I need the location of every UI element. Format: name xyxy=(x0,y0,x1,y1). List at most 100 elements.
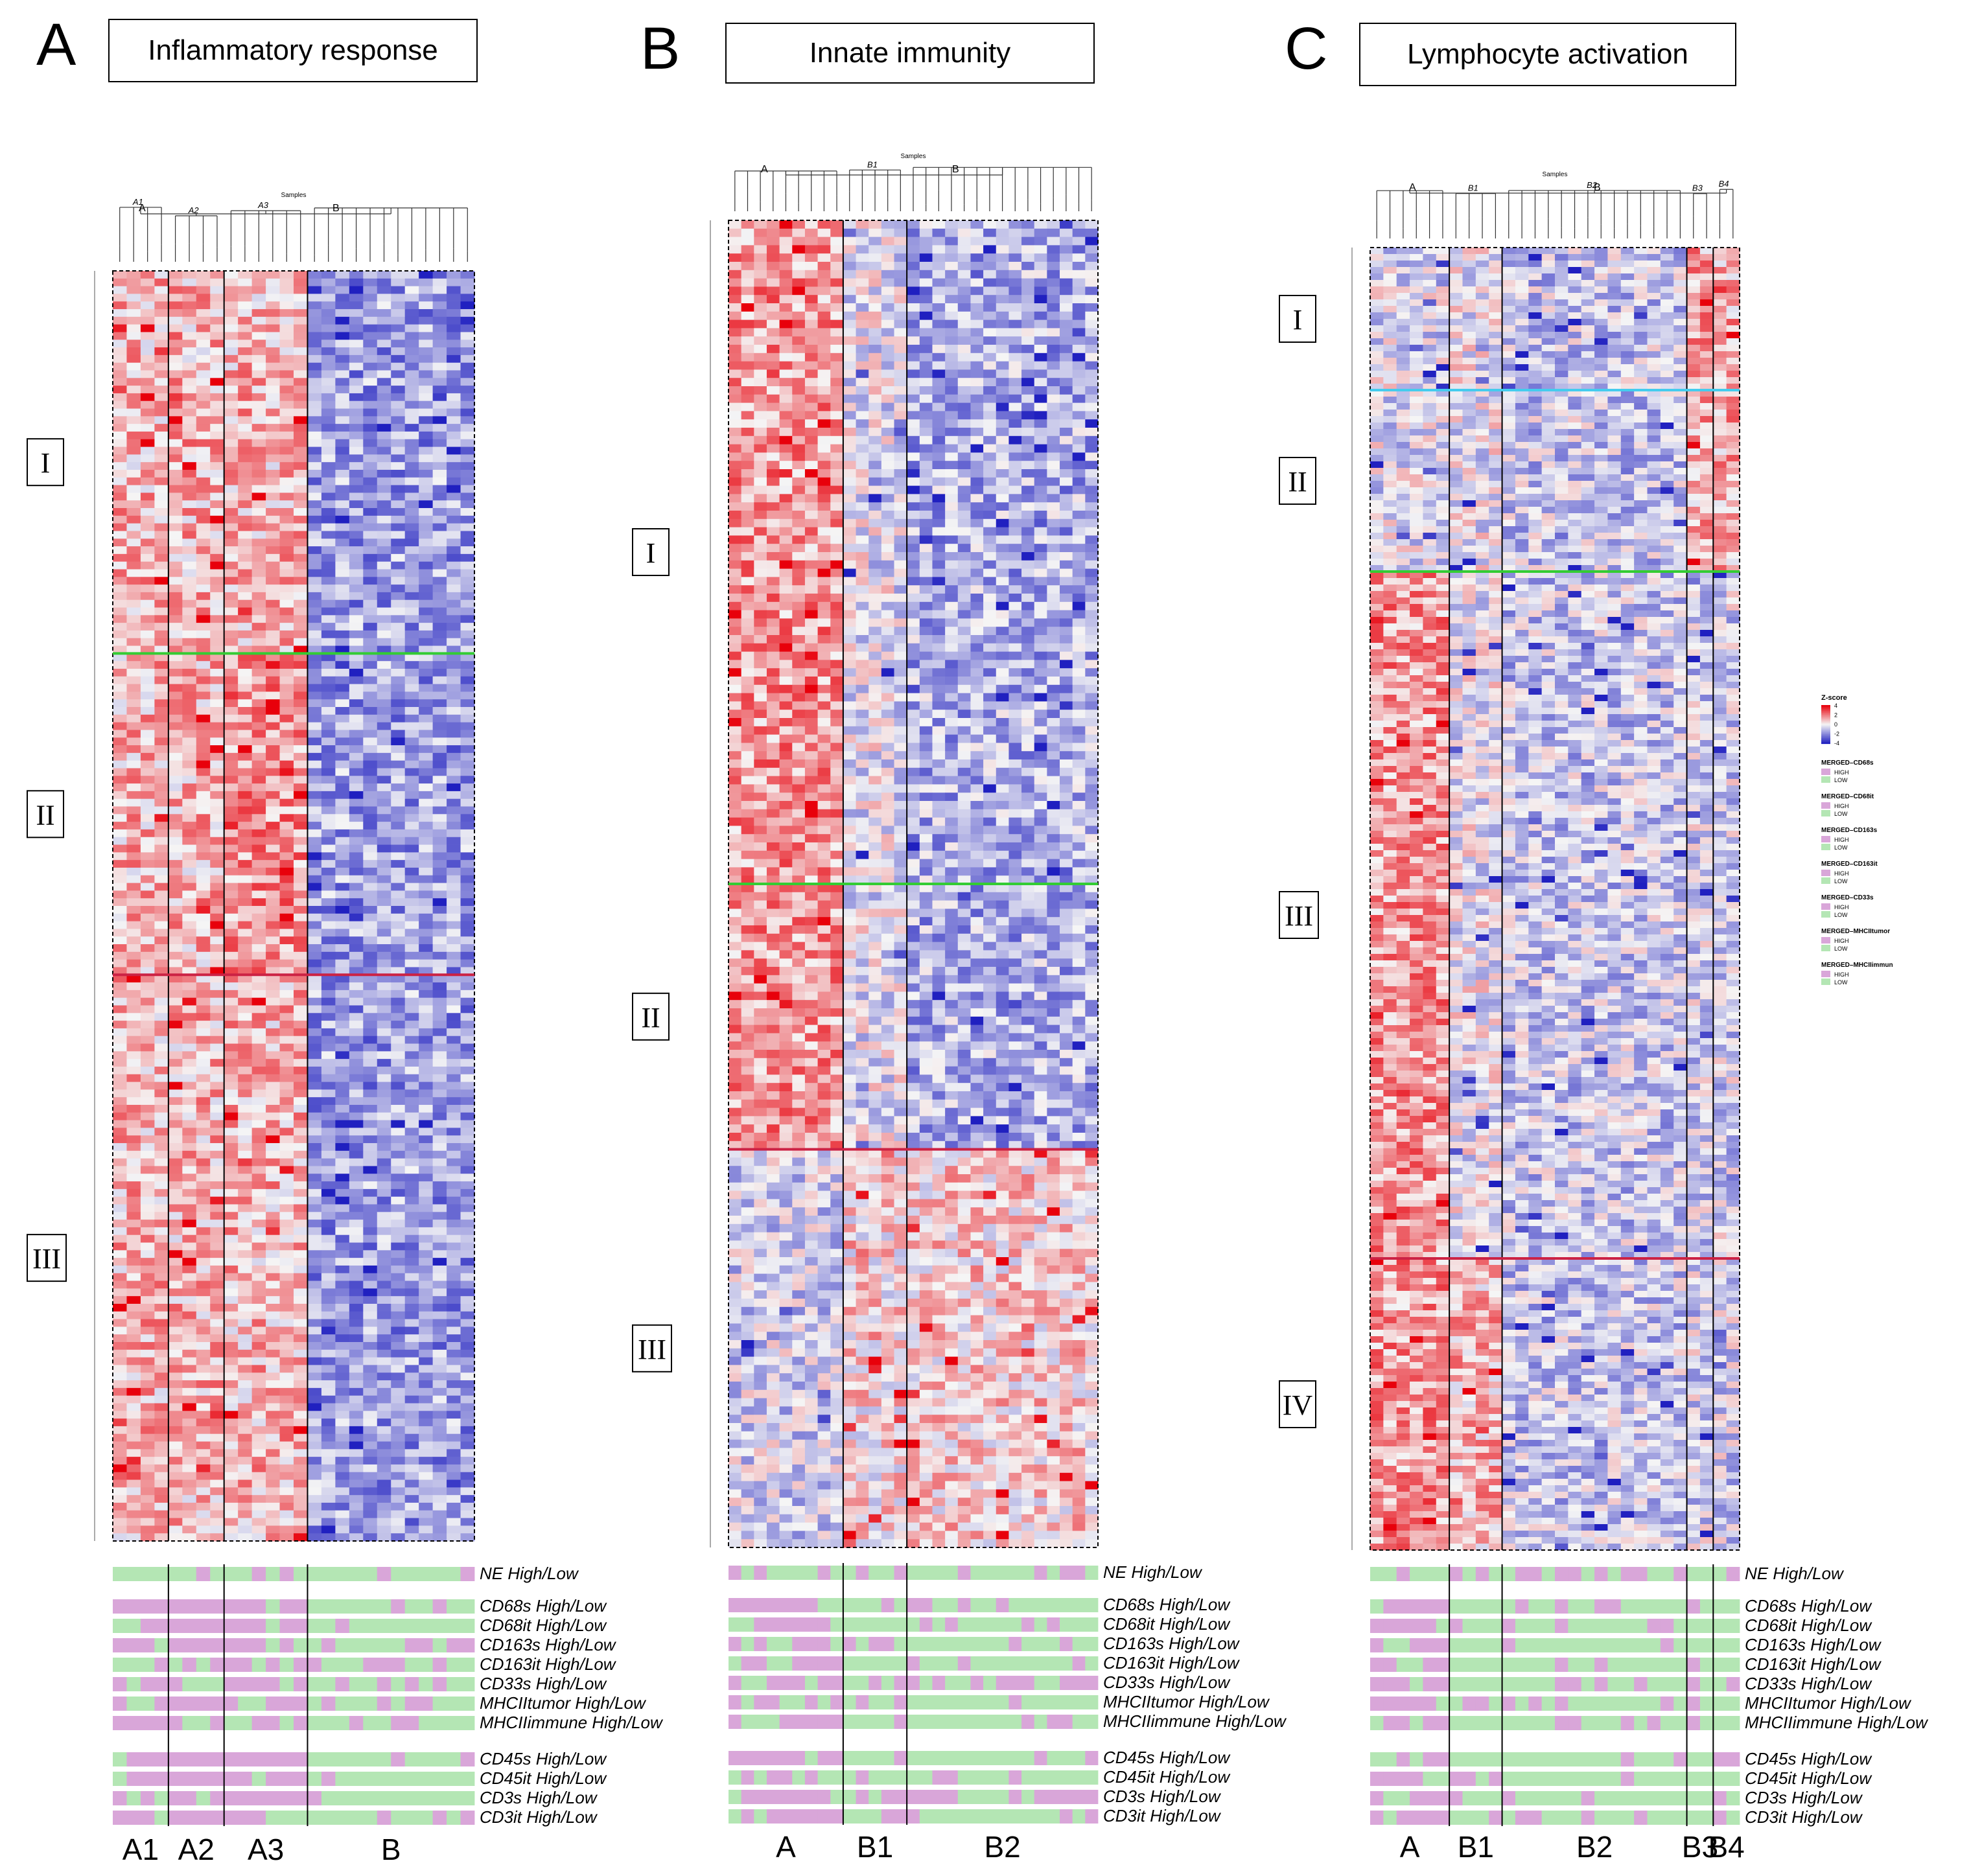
heatmap-cell xyxy=(335,553,350,562)
heatmap-cell xyxy=(294,668,308,677)
heatmap-cell xyxy=(238,1227,253,1236)
heatmap-cell xyxy=(404,623,419,631)
heatmap-cell xyxy=(196,469,211,478)
annotation-cell xyxy=(126,1697,141,1711)
heatmap-cell xyxy=(238,1319,253,1327)
heatmap-cell xyxy=(349,730,364,738)
heatmap-cell xyxy=(266,699,280,708)
heatmap-cell xyxy=(224,1234,239,1243)
heatmap-cell xyxy=(210,997,225,1006)
heatmap-cell xyxy=(363,1387,378,1396)
heatmap-cell xyxy=(447,760,461,769)
heatmap-cell xyxy=(238,1387,253,1396)
heatmap-cell xyxy=(210,1196,225,1205)
heatmap-cell xyxy=(377,1518,391,1526)
heatmap-cell xyxy=(113,959,127,967)
heatmap-cell xyxy=(210,340,225,348)
heatmap-cell xyxy=(307,1495,322,1503)
heatmap-cell xyxy=(238,294,253,302)
heatmap-cell xyxy=(321,875,336,883)
heatmap-cell xyxy=(447,1265,461,1274)
heatmap-cell xyxy=(349,1204,364,1212)
cluster-label: A3 xyxy=(248,1833,284,1866)
annotation-cell xyxy=(419,1658,434,1672)
heatmap-cell xyxy=(224,546,239,555)
heatmap-cell xyxy=(210,1242,225,1251)
heatmap-cell xyxy=(182,431,197,440)
heatmap-cell xyxy=(182,1265,197,1274)
heatmap-cell xyxy=(432,294,447,302)
heatmap-cell xyxy=(321,523,336,531)
heatmap-cell xyxy=(349,523,364,531)
heatmap-cell xyxy=(279,1380,294,1389)
heatmap-cell xyxy=(335,1533,350,1542)
heatmap-cell xyxy=(419,607,434,616)
annotation-cell xyxy=(210,1752,225,1766)
heatmap-cell xyxy=(432,1372,447,1381)
heatmap-cell xyxy=(279,1487,294,1496)
heatmap-cell xyxy=(154,1005,169,1013)
heatmap-cell xyxy=(335,378,350,386)
annotation-cell xyxy=(294,1791,308,1805)
heatmap-cell xyxy=(224,1021,239,1029)
heatmap-cell xyxy=(335,906,350,914)
heatmap-cell xyxy=(182,752,197,761)
heatmap-cell xyxy=(294,1104,308,1113)
heatmap-cell xyxy=(377,607,391,616)
heatmap-cell xyxy=(391,615,406,623)
annotation-cell xyxy=(419,1791,434,1805)
heatmap-cell xyxy=(817,245,831,254)
heatmap-cell xyxy=(460,439,475,447)
heatmap-cell xyxy=(113,508,127,516)
heatmap-cell xyxy=(279,1227,294,1236)
heatmap-cell xyxy=(196,1220,211,1228)
annotation-cell xyxy=(363,1619,378,1633)
annotation-cell xyxy=(224,1619,239,1633)
heatmap-cell xyxy=(251,424,266,432)
annotation-cell xyxy=(447,1791,461,1805)
heatmap-cell xyxy=(447,1120,461,1128)
heatmap-cell xyxy=(154,1089,169,1098)
heatmap-cell xyxy=(266,607,280,616)
heatmap-cell xyxy=(419,1258,434,1266)
heatmap-cell xyxy=(251,332,266,340)
heatmap-cell xyxy=(196,400,211,409)
heatmap-cell xyxy=(363,975,378,983)
heatmap-cell xyxy=(363,469,378,478)
heatmap-cell xyxy=(377,1074,391,1082)
heatmap-cell xyxy=(126,446,141,455)
heatmap-cell xyxy=(294,271,308,279)
heatmap-cell xyxy=(335,301,350,310)
heatmap-cell xyxy=(140,607,155,616)
heatmap-cell xyxy=(919,228,933,237)
heatmap-cell xyxy=(196,485,211,493)
heatmap-cell xyxy=(391,1311,406,1319)
heatmap-cell xyxy=(140,1051,155,1060)
heatmap-cell xyxy=(307,439,322,447)
heatmap-cell xyxy=(266,324,280,332)
heatmap-cell xyxy=(251,1357,266,1365)
heatmap-cell xyxy=(196,1403,211,1411)
heatmap-cell xyxy=(238,309,253,318)
heatmap-cell xyxy=(126,1419,141,1427)
heatmap-cell xyxy=(447,1250,461,1258)
heatmap-cell xyxy=(251,1028,266,1037)
heatmap-cell xyxy=(251,883,266,891)
heatmap-cell xyxy=(196,1395,211,1404)
heatmap-cell xyxy=(432,546,447,555)
heatmap-cell xyxy=(126,913,141,922)
heatmap-cell xyxy=(432,1411,447,1419)
heatmap-cell xyxy=(307,1342,322,1350)
heatmap-cell xyxy=(266,599,280,608)
heatmap-cell xyxy=(238,1426,253,1435)
heatmap-cell xyxy=(168,1112,183,1121)
heatmap-cell xyxy=(419,340,434,348)
heatmap-cell xyxy=(279,301,294,310)
heatmap-cell xyxy=(113,1311,127,1319)
heatmap-cell xyxy=(168,722,183,730)
annotation-cell xyxy=(294,1677,308,1691)
annotation-cell xyxy=(307,1752,322,1766)
heatmap-cell xyxy=(419,707,434,715)
heatmap-cell xyxy=(391,860,406,868)
heatmap-cell xyxy=(238,1479,253,1488)
